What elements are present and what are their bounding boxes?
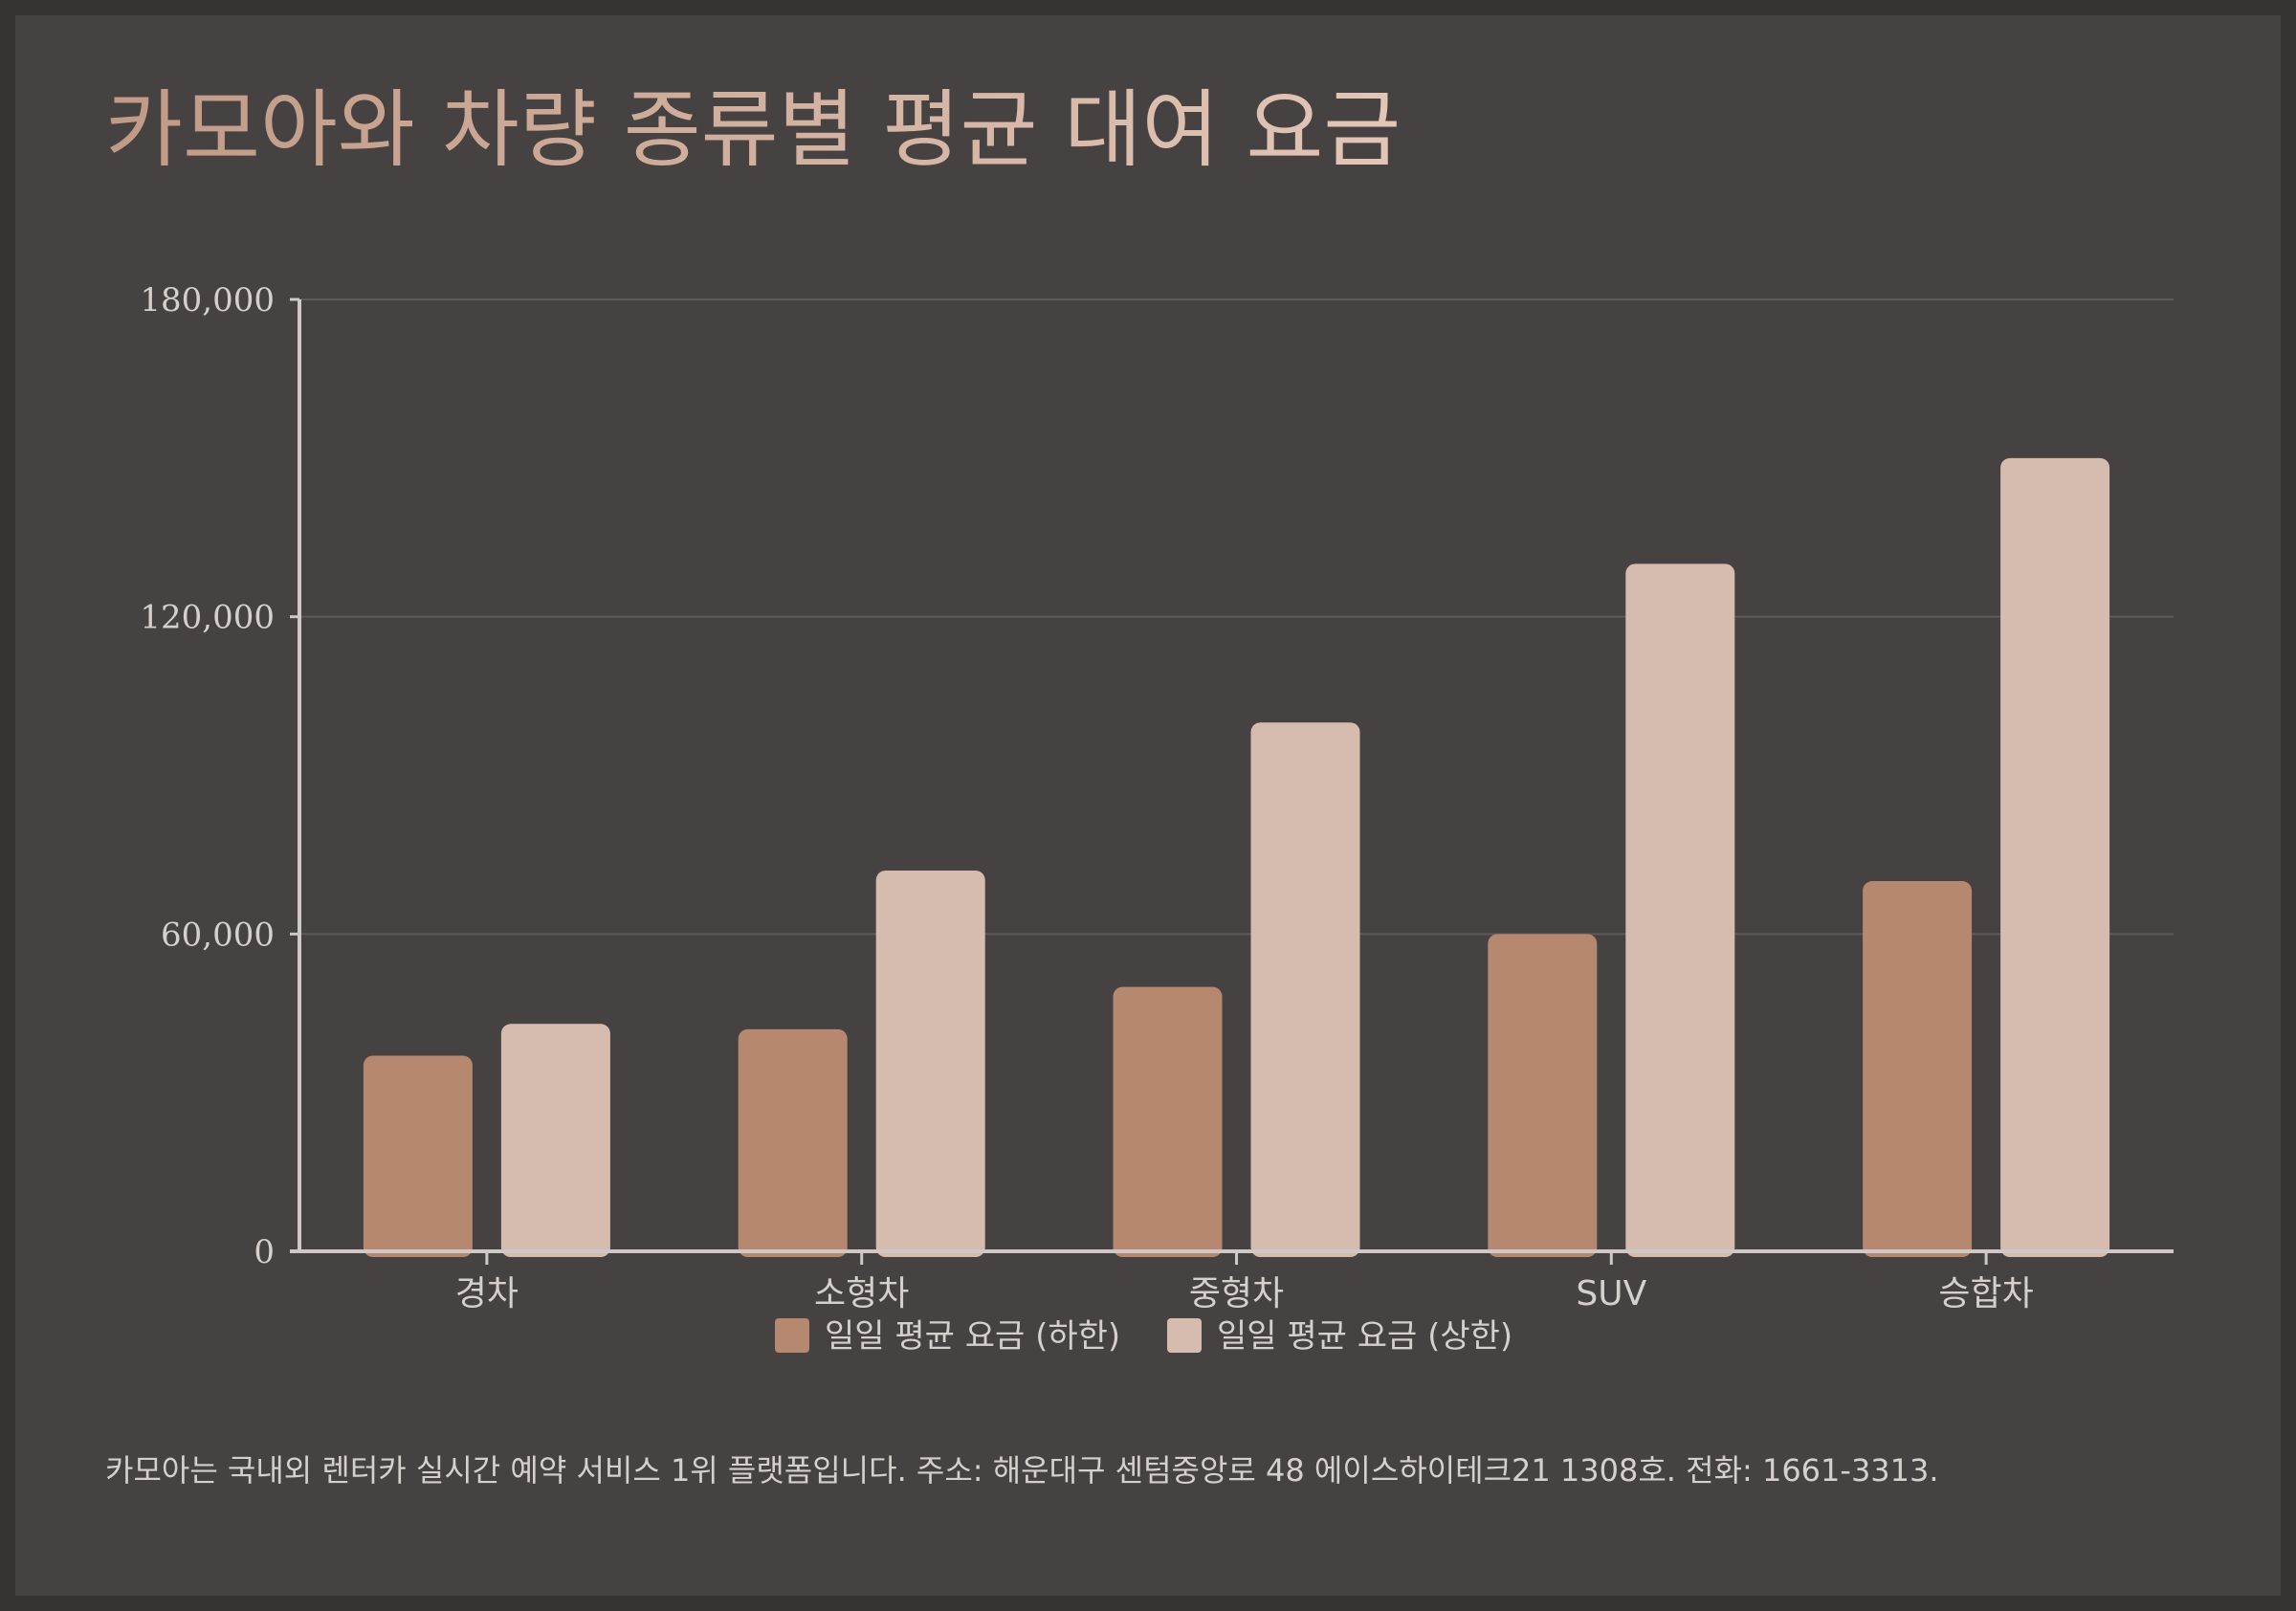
y-tick-label: 180,000	[140, 281, 275, 320]
y-tick-label: 120,000	[140, 599, 275, 637]
x-tick-labels: 경차 소형차 중형차 SUV 승합차	[455, 1274, 2034, 1313]
bar-low-1	[738, 1028, 848, 1257]
bar-low-2	[1113, 986, 1223, 1257]
legend-swatch-1	[1167, 1318, 1202, 1353]
bar-low-4	[1863, 881, 1973, 1257]
legend: 일일 평균 요금 (하한) 일일 평균 요금 (상한)	[775, 1317, 1512, 1356]
legend-label-1: 일일 평균 요금 (상한)	[1217, 1317, 1512, 1356]
x-tick-label: 경차	[455, 1274, 519, 1313]
legend-swatch-0	[775, 1318, 809, 1353]
bar-high-3	[1625, 563, 1735, 1257]
y-tick-labels: 0 60,000 120,000 180,000	[140, 281, 275, 1271]
x-tick-label: 중형차	[1189, 1274, 1284, 1313]
chart-title: 카모아와 차량 종류별 평균 대여 요금	[105, 80, 1402, 179]
bars	[363, 457, 2110, 1257]
x-tick-label: 승합차	[1938, 1274, 2033, 1313]
bar-high-2	[1250, 722, 1360, 1257]
legend-label-0: 일일 평균 요금 (하한)	[825, 1317, 1120, 1356]
y-tick-label: 60,000	[161, 916, 275, 954]
grid-lines	[299, 298, 2174, 936]
y-tick-label: 0	[254, 1233, 275, 1271]
x-tick-label: SUV	[1576, 1274, 1646, 1313]
bar-low-0	[363, 1055, 473, 1257]
footer-note: 카모아는 국내외 렌터카 실시간 예약 서비스 1위 플랫폼입니다. 주소: 해…	[105, 1452, 1939, 1489]
bar-high-4	[2000, 457, 2110, 1257]
axes	[290, 298, 2174, 1265]
bar-high-1	[875, 871, 985, 1257]
x-tick-label: 소형차	[814, 1274, 909, 1313]
bar-low-3	[1488, 934, 1598, 1257]
chart-panel	[15, 15, 2281, 1596]
bar-high-0	[500, 1024, 610, 1257]
